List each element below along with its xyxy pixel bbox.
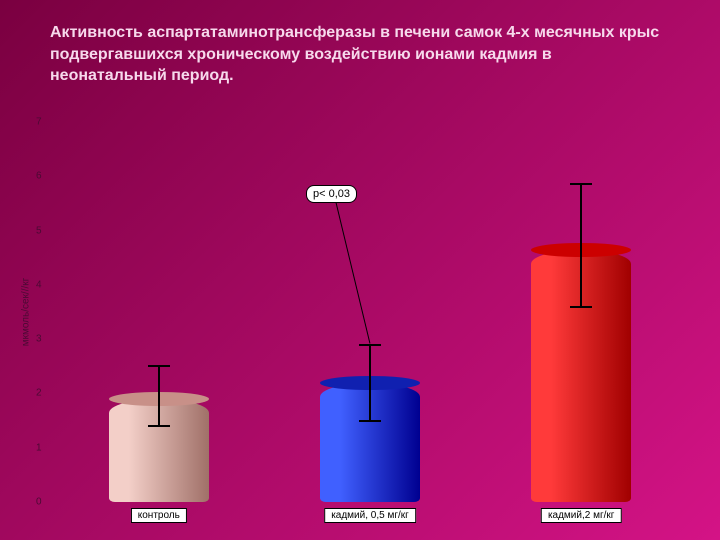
error-bar [369,345,371,421]
error-bar [580,184,582,306]
callout-leader [336,203,371,344]
p-value-callout: p< 0,03 [306,185,357,203]
y-tick: 5 [36,225,42,236]
slide-title: Активность аспартатаминотрансферазы в пе… [50,22,670,87]
y-tick: 7 [36,117,42,128]
y-tick: 6 [36,171,42,182]
y-tick: 4 [36,279,42,290]
slide: Активность аспартатаминотрансферазы в пе… [0,0,720,540]
y-tick: 3 [36,334,42,345]
chart: мкмоль/сек///кг контролькадмий, 0,5 мг/к… [50,122,690,502]
y-tick: 2 [36,388,42,399]
error-bar [158,366,160,426]
y-tick: 0 [36,497,42,508]
category-label: кадмий, 0,5 мг/кг [324,508,416,523]
y-tick: 1 [36,442,42,453]
plot-area: контролькадмий, 0,5 мг/кгкадмий,2 мг/кгp… [50,122,690,502]
category-label: кадмий,2 мг/кг [541,508,621,523]
y-axis-label: мкмоль/сек///кг [21,278,32,347]
category-label: контроль [131,508,187,523]
